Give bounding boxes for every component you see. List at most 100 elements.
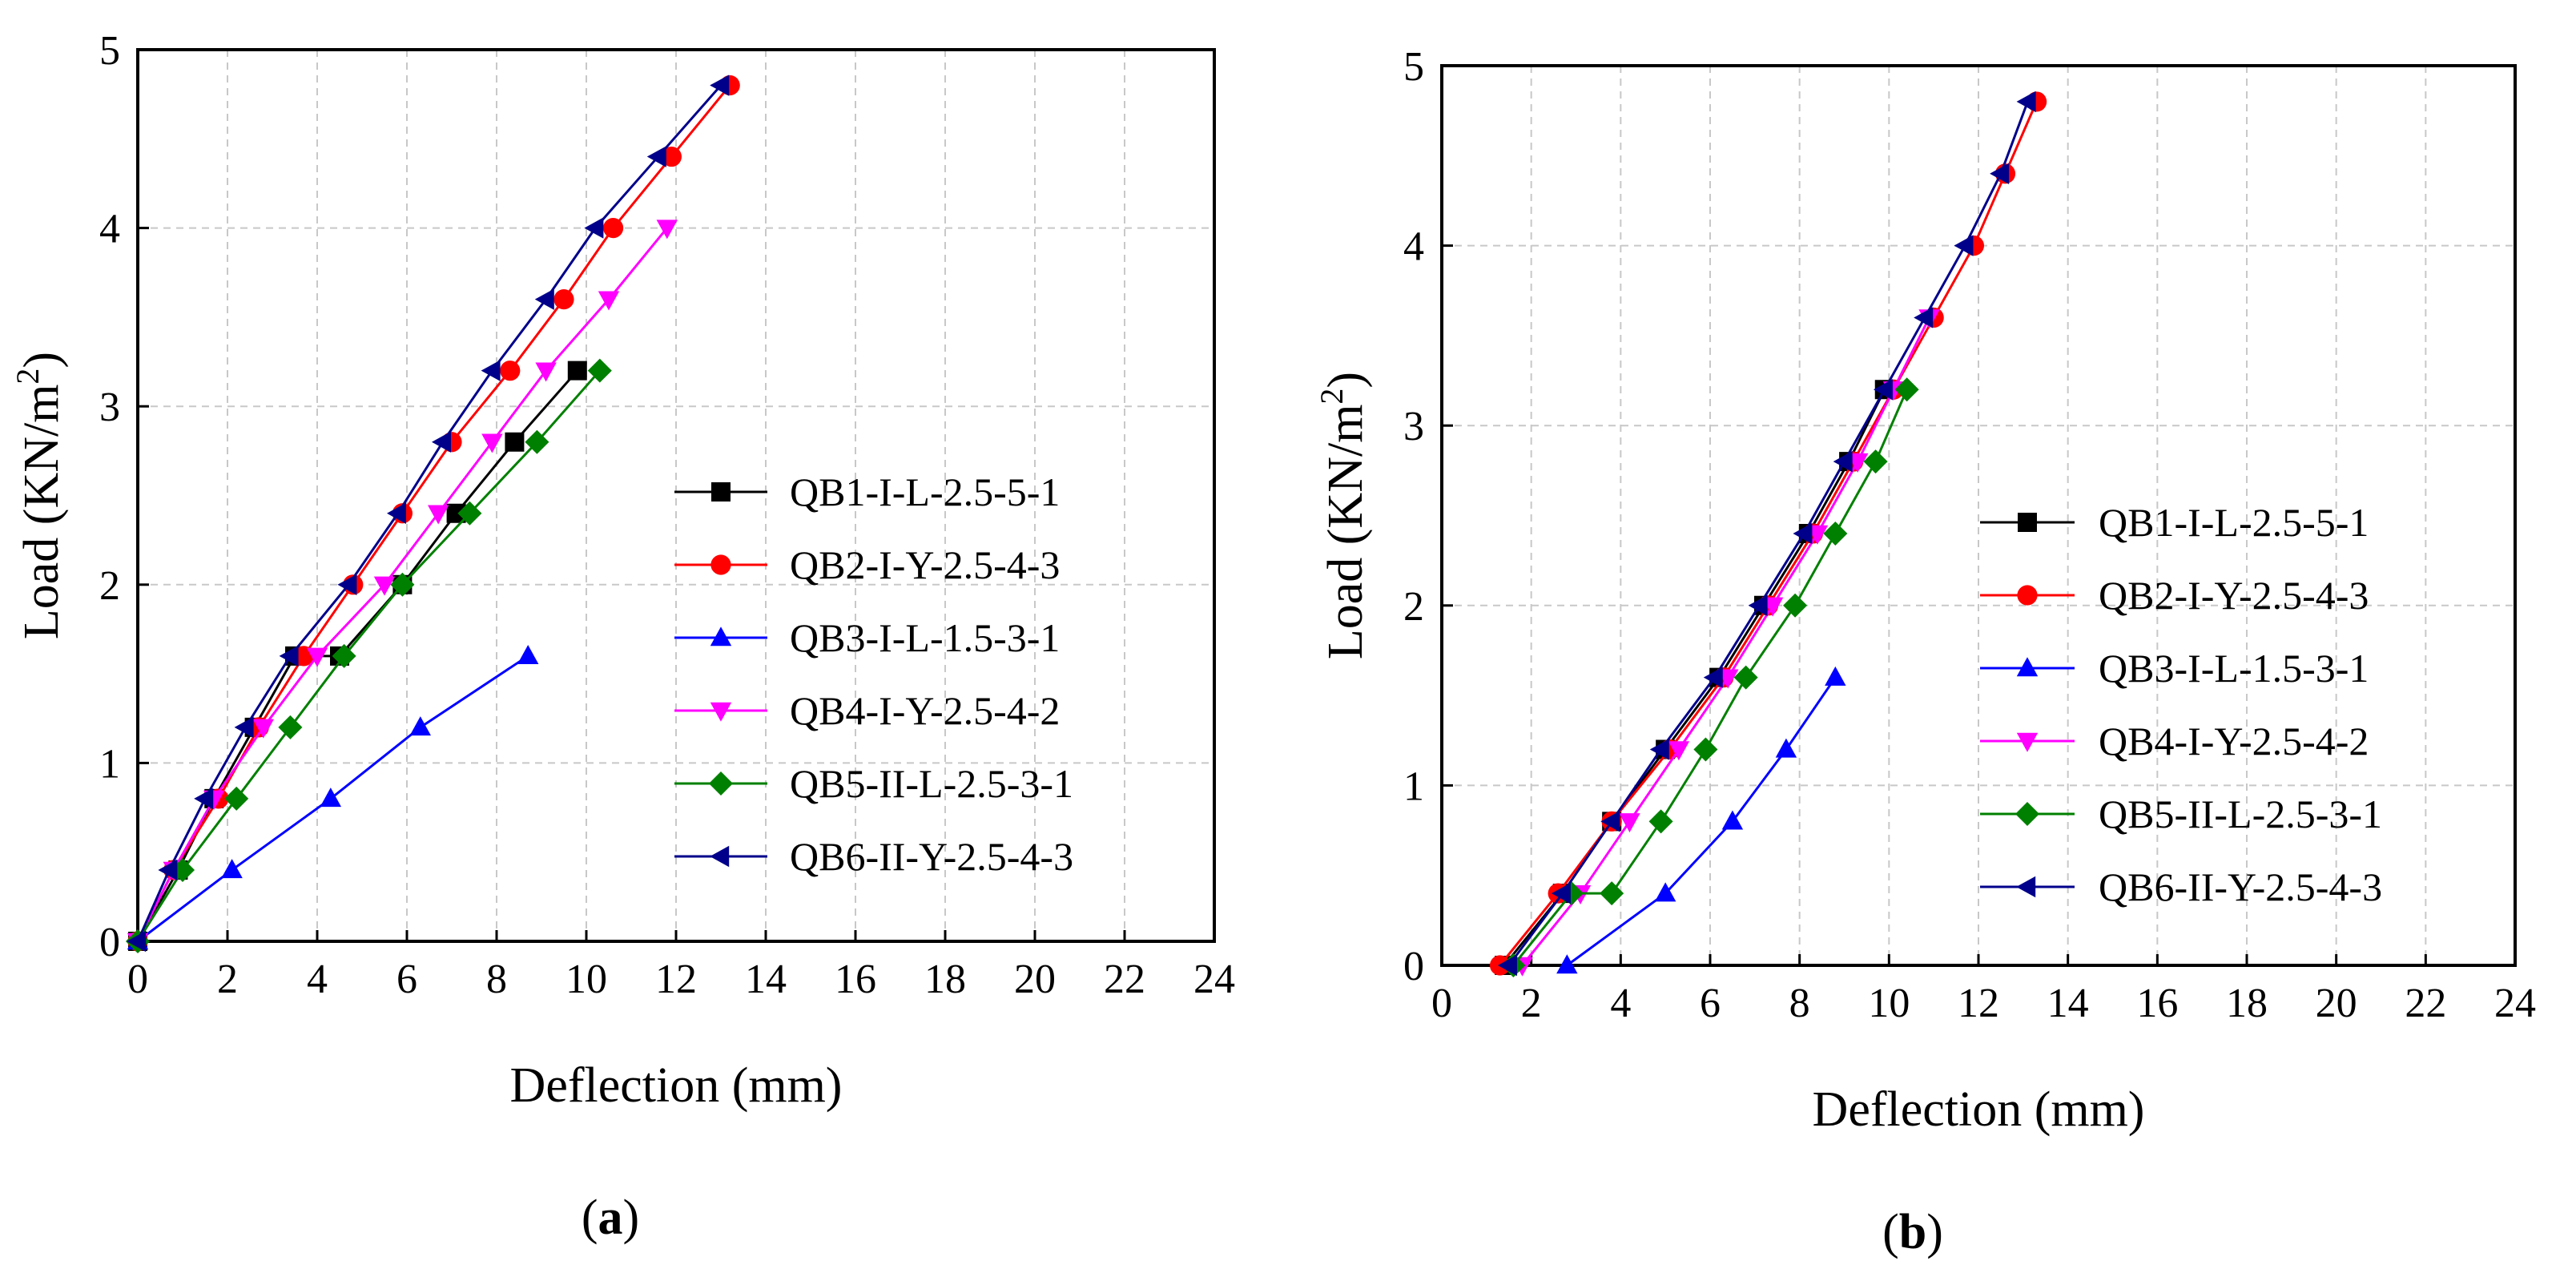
panel-b-data-point — [1654, 882, 1676, 902]
panel-b-series-line — [1507, 101, 2029, 966]
panel-a-data-point — [481, 433, 503, 453]
panel-b-series-2 — [1489, 91, 2047, 976]
panel-a-series-3 — [127, 645, 539, 950]
panel-a-data-point — [603, 218, 624, 239]
panel-b-legend-label: QB2-I-Y-2.5-4-3 — [2099, 573, 2369, 618]
panel-b-series-3 — [1556, 666, 1846, 974]
panel-a-y-tick-label: 5 — [99, 28, 120, 74]
panel-a-x-tick-label: 0 — [127, 957, 148, 1002]
panel-a-data-point — [221, 859, 243, 879]
panel-b-data-point — [1748, 594, 1768, 616]
panel-a-x-tick-label: 24 — [1193, 957, 1235, 1002]
panel-a-legend-label: QB4-I-Y-2.5-4-2 — [790, 688, 1060, 733]
panel-b-data-point — [1733, 665, 1758, 690]
panel-b-y-tick-label: 1 — [1403, 763, 1424, 809]
panel-b-legend-label: QB3-I-L-1.5-3-1 — [2099, 646, 2369, 691]
panel-a-x-tick-label: 18 — [924, 957, 966, 1002]
panel-a-data-point — [646, 146, 666, 167]
panel-b-legend-marker — [2017, 585, 2038, 606]
panel-a-legend-label: QB2-I-Y-2.5-4-3 — [790, 542, 1060, 587]
panel-b-data-point — [1783, 593, 1808, 618]
panel-a-data-point — [587, 358, 612, 383]
panel-a-data-point — [234, 716, 254, 739]
panel-a-data-point — [306, 647, 328, 667]
panel-b-series-line — [1521, 316, 1930, 966]
panel-b-legend-marker — [2015, 802, 2039, 826]
panel-b-x-tick-label: 18 — [2226, 981, 2268, 1026]
panel-a-legend-label: QB6-II-Y-2.5-4-3 — [790, 834, 1073, 879]
panel-a-x-tick-label: 8 — [486, 957, 507, 1002]
panel-a-y-tick-label: 2 — [99, 563, 120, 609]
panel-b-series-line — [1512, 389, 1909, 966]
panel-a-series-6 — [127, 75, 730, 953]
panel-a-x-tick-label: 10 — [566, 957, 607, 1002]
panel-b-x-tick-label: 8 — [1789, 981, 1810, 1026]
panel-a-x-tick-label: 6 — [396, 957, 417, 1002]
panel-b-legend-marker — [2016, 657, 2039, 677]
panel-a-data-point — [535, 362, 557, 382]
panel-a-data-point — [661, 146, 682, 167]
panel-b-y-tick-label: 0 — [1403, 944, 1424, 989]
panel-a-label: (a) — [582, 1190, 639, 1245]
panel-a-data-point — [525, 429, 549, 454]
panel-b-x-tick-label: 12 — [1958, 981, 1999, 1026]
panel-b-legend-label: QB1-I-L-2.5-5-1 — [2099, 500, 2369, 545]
panel-a-legend-marker — [710, 554, 731, 575]
panel-b-x-tick-label: 10 — [1868, 981, 1910, 1026]
panel-a-data-point — [598, 291, 620, 311]
panel-b-legend: QB1-I-L-2.5-5-1 QB2-I-Y-2.5-4-3 QB3-I-L-1.… — [1980, 500, 2382, 909]
panel-a-legend-marker — [710, 845, 730, 868]
panel-b-y-tick-label: 5 — [1403, 44, 1424, 90]
panel-a-series-5 — [126, 358, 612, 953]
panel-b-legend-marker — [2016, 876, 2036, 898]
panel-a-data-point — [320, 788, 341, 808]
panel-a-data-point — [279, 645, 299, 667]
panel-b-series-6 — [1497, 91, 2036, 977]
panel-a-data-point — [481, 360, 501, 381]
panel-b-y-tick-label: 4 — [1403, 224, 1424, 270]
panel-b-data-point — [1693, 737, 1718, 762]
panel-b-data-point — [1600, 881, 1624, 906]
panel-b-data-point — [1556, 954, 1578, 974]
panel-a-series-line — [136, 369, 578, 942]
panel-b-x-tick-label: 24 — [2494, 981, 2536, 1026]
panel-b-data-point — [1619, 813, 1640, 833]
panel-a-data-point — [332, 643, 356, 668]
panel-b-x-axis-title: Deflection (mm) — [1813, 1082, 2145, 1137]
panel-a-data-point — [505, 432, 525, 452]
panel-b-x-tick-label: 0 — [1431, 981, 1452, 1026]
panel-b-x-tick-label: 16 — [2136, 981, 2178, 1026]
panel-b-legend-label: QB5-II-L-2.5-3-1 — [2099, 792, 2382, 836]
panel-a-legend: QB1-I-L-2.5-5-1 QB2-I-Y-2.5-4-3 QB3-I-L-1.… — [674, 469, 1073, 879]
panel-a-y-tick-label: 4 — [99, 207, 120, 252]
panel-a-y-tick-label: 1 — [99, 741, 120, 787]
panel-b-x-tick-label: 22 — [2405, 981, 2446, 1026]
panel-a-data-point — [194, 788, 214, 810]
panel-b-data-point — [1668, 741, 1690, 761]
panel-b-data-point — [1649, 739, 1669, 760]
panel-b-data-point — [1823, 521, 1848, 546]
panel-b-data-point — [1703, 667, 1723, 688]
panel-b-legend-marker — [2018, 513, 2037, 532]
panel-a-x-axis-title: Deflection (mm) — [510, 1058, 843, 1113]
panel-b-data-point — [1825, 666, 1846, 686]
panel-b-label: (b) — [1882, 1205, 1943, 1259]
panel-b-y-tick-label: 3 — [1403, 404, 1424, 449]
panel-a-data-point — [390, 572, 415, 597]
panel-a-y-axis-title: Load (KN/m2) — [10, 352, 69, 639]
panel-a-data-point — [457, 501, 482, 526]
panel-a-data-point — [567, 361, 587, 381]
panel-a-legend-marker — [710, 702, 732, 722]
panel-b-data-point — [1914, 307, 1934, 328]
panel-a-legend-label: QB3-I-L-1.5-3-1 — [790, 615, 1060, 660]
panel-a-data-point — [224, 786, 249, 811]
panel-b-data-point — [1990, 163, 2010, 184]
panel-b-x-tick-label: 6 — [1700, 981, 1721, 1026]
panel-b-data-point — [1873, 379, 1893, 401]
panel-a-legend-label: QB5-II-L-2.5-3-1 — [790, 761, 1073, 806]
panel-a-data-point — [500, 361, 521, 381]
panel-a-data-point — [517, 645, 539, 665]
panel-a-legend-label: QB1-I-L-2.5-5-1 — [790, 469, 1060, 514]
panel-b-y-axis-title: Load (KN/m2) — [1314, 372, 1373, 659]
